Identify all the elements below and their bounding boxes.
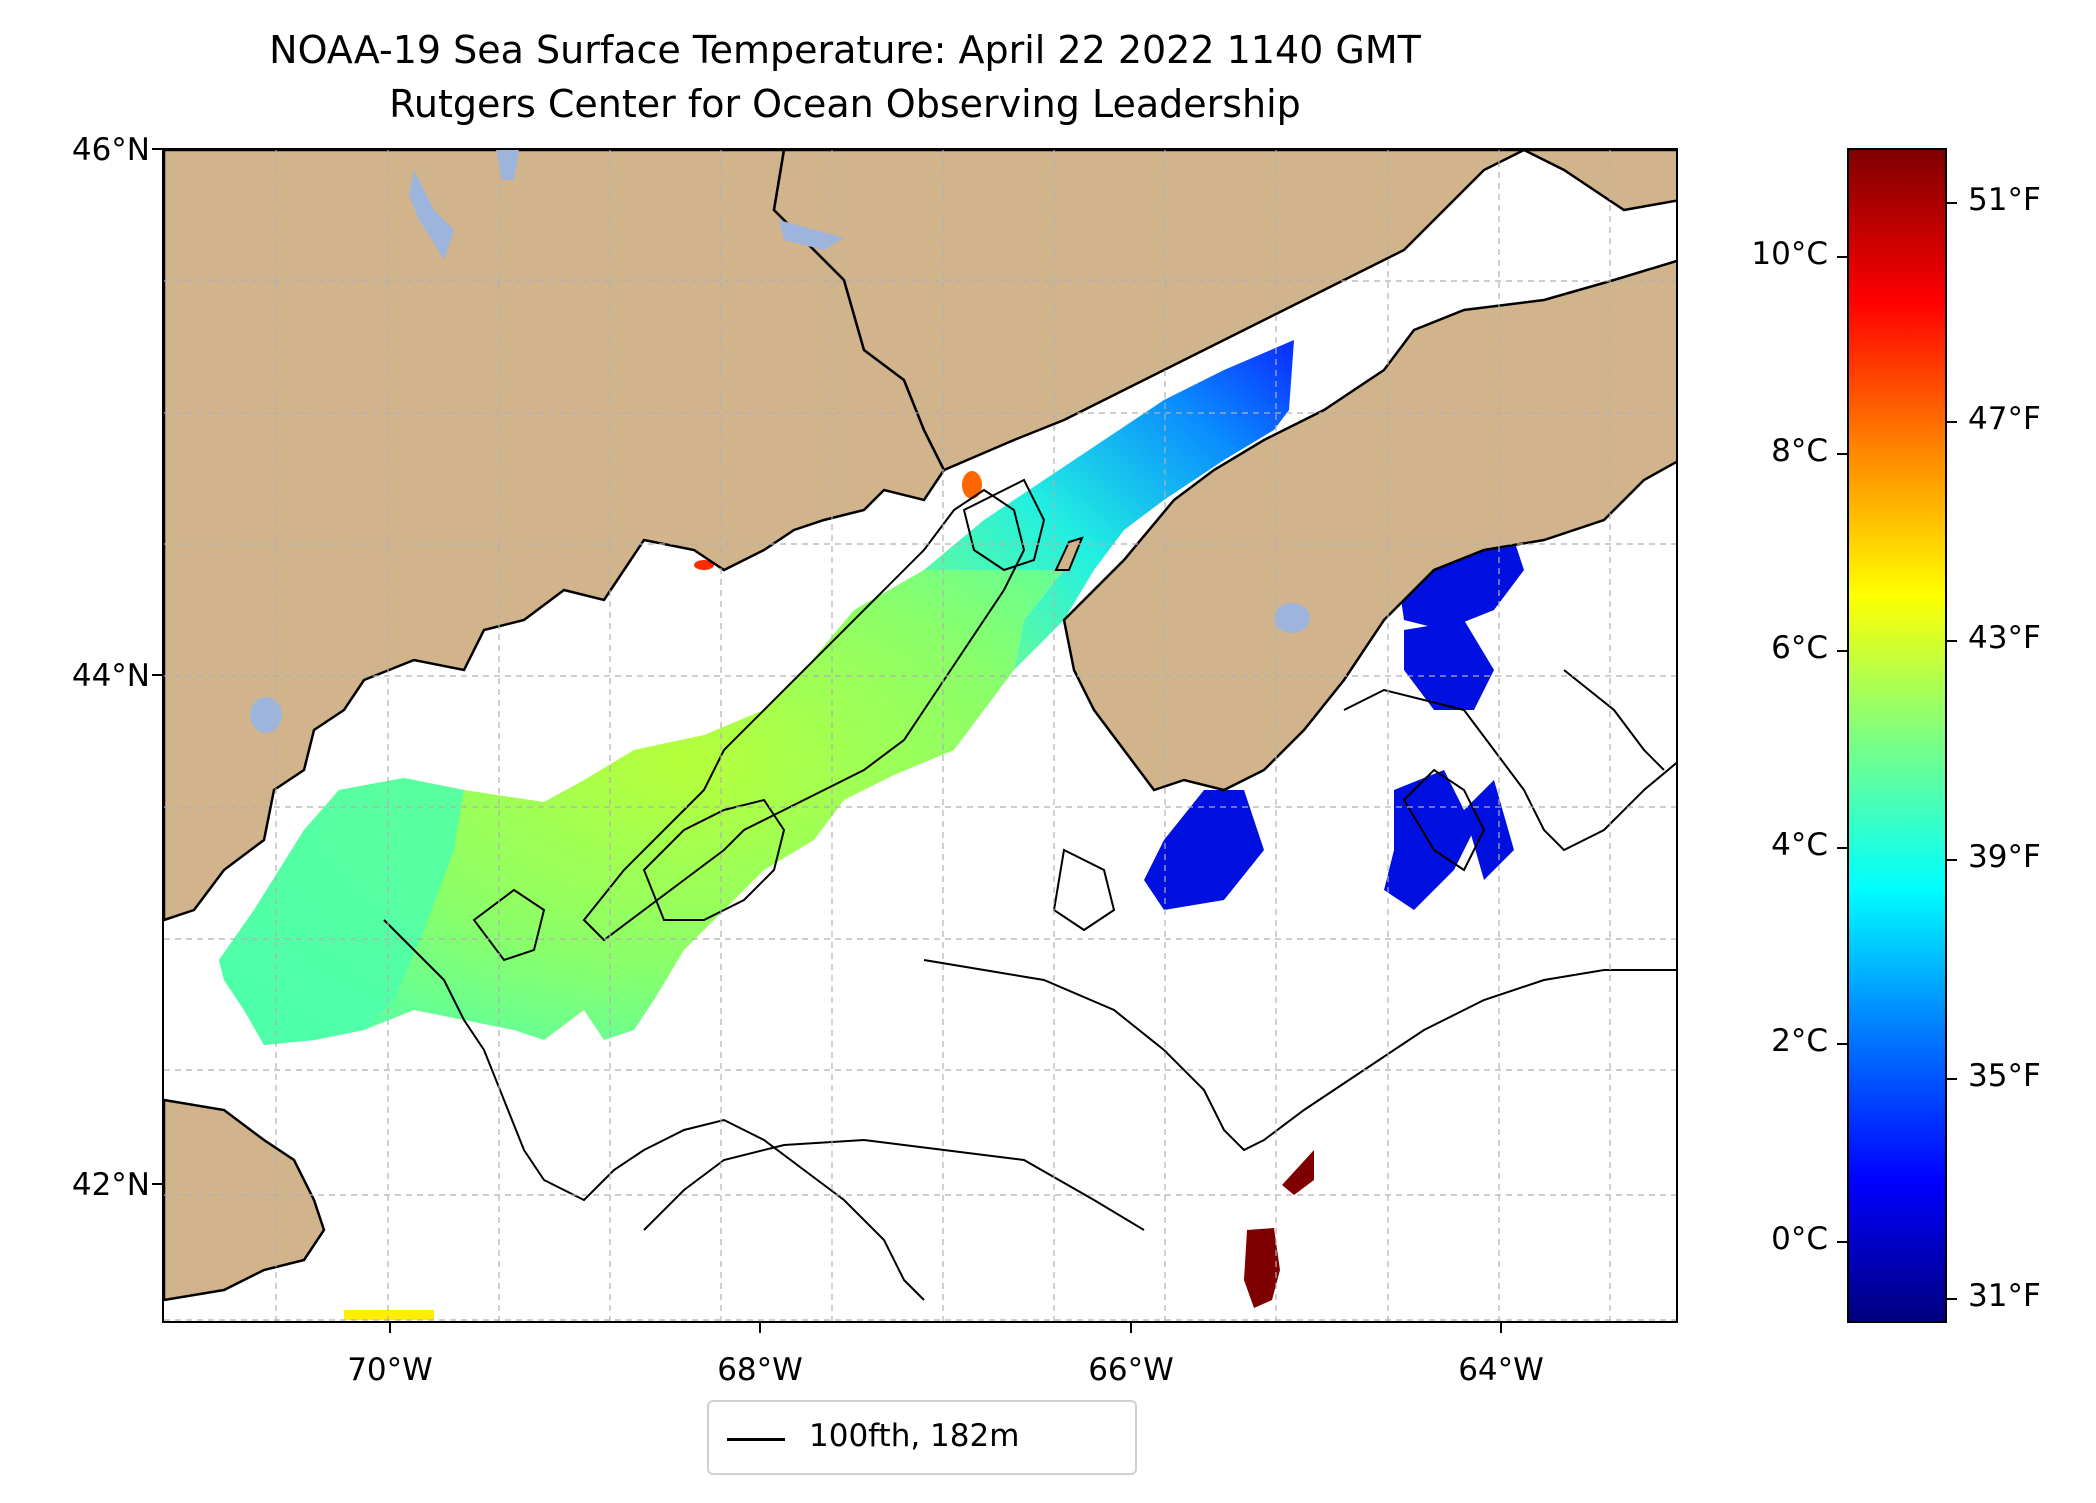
land-new-brunswick: [772, 150, 1676, 472]
x-tick: [1130, 1323, 1132, 1333]
lon-label-68w: 68°W: [717, 1352, 803, 1388]
lake-2: [250, 697, 282, 733]
x-tick: [1500, 1323, 1502, 1333]
colorbar-tick: [1837, 256, 1847, 258]
legend-line-swatch: [727, 1438, 785, 1441]
colorbar-tick: [1947, 1298, 1957, 1300]
sst-warm-eddy-1: [1244, 1228, 1280, 1308]
map-legend: 100fth, 182m: [707, 1400, 1137, 1475]
lon-label-70w: 70°W: [347, 1352, 433, 1388]
land-grand-manan: [1054, 536, 1084, 571]
y-tick: [152, 1183, 162, 1185]
sst-scotian-cold-3: [1144, 790, 1264, 910]
colorbar-label-51f: 51°F: [1968, 182, 2041, 218]
lake-4: [779, 220, 844, 250]
land-nova-scotia: [1062, 259, 1676, 792]
colorbar-label-4c: 4°C: [1771, 827, 1828, 863]
map-panel[interactable]: [162, 148, 1678, 1323]
map-title-line1: NOAA-19 Sea Surface Temperature: April 2…: [269, 28, 1421, 72]
colorbar-label-35f: 35°F: [1968, 1058, 2041, 1094]
sst-data-layer: [219, 340, 1524, 1320]
colorbar-tick: [1837, 847, 1847, 849]
colorbar-label-47f: 47°F: [1968, 401, 2041, 437]
y-tick: [152, 148, 162, 150]
legend-label: 100fth, 182m: [809, 1418, 1020, 1454]
colorbar-label-31f: 31°F: [1968, 1278, 2041, 1314]
bathymetry-contour-100fth: [383, 478, 1676, 1301]
sst-warm-spot-1: [962, 471, 982, 499]
temperature-colorbar: [1847, 148, 1947, 1323]
map-gridlines: [164, 150, 1676, 1321]
colorbar-tick: [1837, 453, 1847, 455]
sst-western-cool-band: [219, 778, 464, 1045]
colorbar-tick: [1947, 421, 1957, 423]
colorbar-tick: [1947, 1078, 1957, 1080]
colorbar-label-8c: 8°C: [1771, 433, 1828, 469]
lake-moosehead: [409, 170, 454, 260]
lat-label-46n: 46°N: [71, 132, 150, 168]
colorbar-tick: [1947, 202, 1957, 204]
colorbar-label-39f: 39°F: [1968, 839, 2041, 875]
colorbar-label-43f: 43°F: [1968, 620, 2041, 656]
sst-scotian-cold-2: [1404, 620, 1494, 710]
sst-warm-spot-3: [344, 1310, 434, 1320]
sst-warm-eddy-2: [1282, 1150, 1314, 1195]
colorbar-label-10c: 10°C: [1751, 236, 1828, 272]
lat-label-44n: 44°N: [71, 658, 150, 694]
x-tick: [759, 1323, 761, 1333]
colorbar-tick: [1947, 859, 1957, 861]
lon-label-66w: 66°W: [1088, 1352, 1174, 1388]
sst-warm-spot-2: [694, 560, 714, 570]
sst-scotian-cold-5: [1464, 780, 1514, 880]
lon-label-64w: 64°W: [1458, 1352, 1544, 1388]
colorbar-tick: [1837, 1043, 1847, 1045]
colorbar-label-2c: 2°C: [1771, 1023, 1828, 1059]
sea-surface-temperature-map: [164, 150, 1676, 1321]
land-cape-cod: [164, 1098, 326, 1302]
y-tick: [152, 674, 162, 676]
lake-3: [1274, 603, 1310, 633]
sst-gulf-of-maine: [219, 480, 1144, 1045]
colorbar-tick: [1837, 1241, 1847, 1243]
map-title-line2: Rutgers Center for Ocean Observing Leade…: [389, 82, 1301, 126]
x-tick: [389, 1323, 391, 1333]
lat-label-42n: 42°N: [71, 1167, 150, 1203]
sst-bay-of-fundy: [924, 340, 1294, 670]
colorbar-label-0c: 0°C: [1771, 1221, 1828, 1257]
colorbar-label-6c: 6°C: [1771, 630, 1828, 666]
colorbar-tick: [1947, 640, 1957, 642]
lake-1: [496, 150, 519, 180]
colorbar-tick: [1837, 650, 1847, 652]
